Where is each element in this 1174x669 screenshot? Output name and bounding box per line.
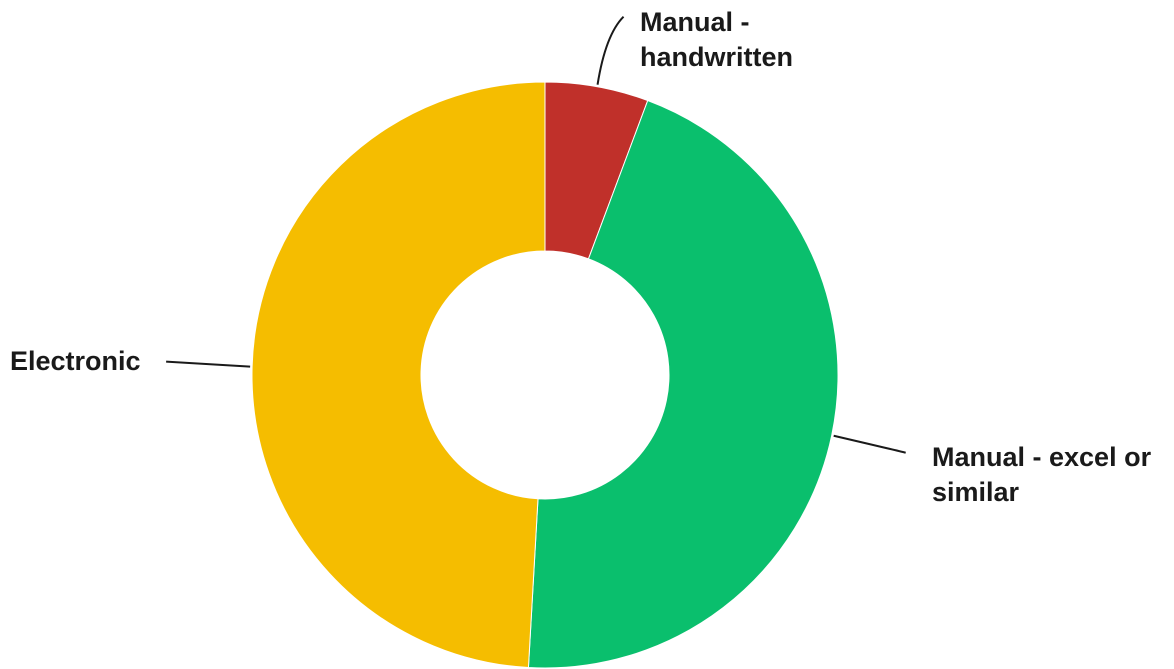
leader-lines-group	[166, 16, 906, 454]
label-electronic: Electronic	[10, 346, 141, 376]
leader-manual-excel	[833, 434, 906, 454]
slice-manual-excel	[527, 99, 839, 669]
leader-electronic	[166, 360, 251, 368]
slices-group	[251, 81, 839, 669]
label-manual-handwritten: Manual - handwritten	[640, 7, 793, 72]
label-manual-excel: Manual - excel or similar	[932, 442, 1159, 507]
leader-manual-handwritten	[596, 16, 625, 85]
slice-electronic	[251, 81, 546, 669]
